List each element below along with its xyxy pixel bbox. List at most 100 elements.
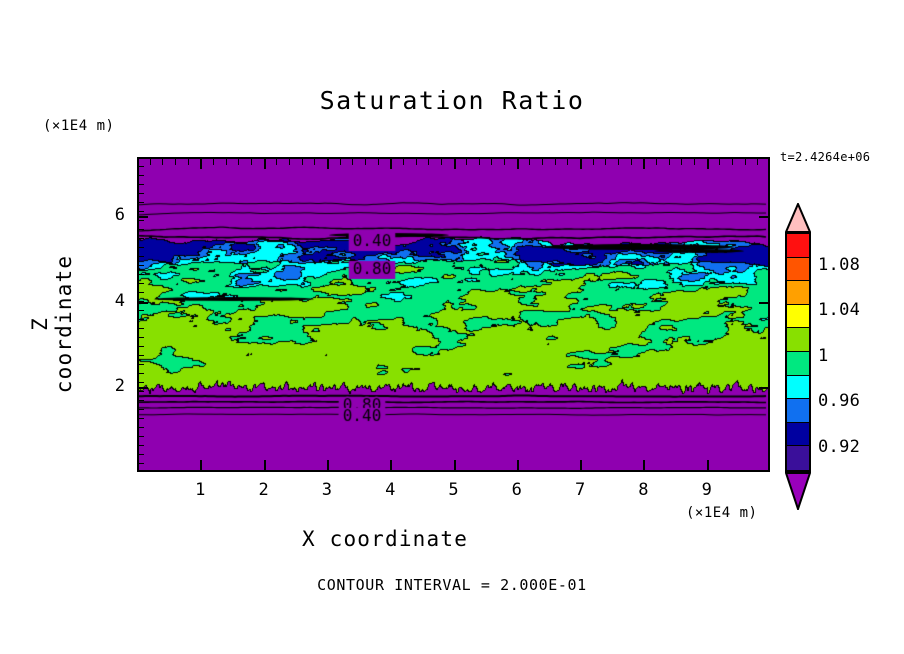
colorbar-tick-label: 0.96 (818, 391, 861, 411)
y-tick-mark (759, 216, 768, 219)
y-minor-tick (139, 247, 144, 248)
y-minor-tick (139, 310, 144, 311)
y-minor-tick (139, 202, 144, 203)
y-minor-tick (139, 445, 144, 446)
y-minor-tick (139, 211, 144, 212)
x-minor-tick (187, 159, 189, 165)
colorbar-band (787, 422, 809, 447)
x-tick-mark (580, 460, 583, 470)
colorbar-band (787, 446, 809, 470)
y-minor-tick (139, 364, 144, 365)
y-minor-tick (139, 256, 144, 257)
y-tick-label: 4 (114, 290, 125, 311)
y-tick-mark (139, 301, 148, 304)
x-minor-tick (478, 159, 480, 165)
x-tick-label: 3 (321, 480, 333, 500)
x-tick-mark (390, 460, 393, 470)
colorbar-band (787, 257, 809, 282)
y-minor-tick (139, 319, 144, 320)
y-minor-tick (139, 391, 144, 392)
x-minor-tick (276, 159, 278, 165)
y-minor-tick (139, 355, 144, 356)
x-tick-label: 8 (638, 480, 649, 500)
x-minor-tick (668, 159, 670, 165)
x-minor-tick (402, 159, 404, 165)
x-minor-tick (263, 159, 265, 165)
colorbar-band (787, 234, 809, 258)
x-tick-label: 2 (258, 480, 269, 500)
x-minor-tick (516, 159, 518, 165)
x-tick-mark (706, 159, 709, 169)
x-tick-mark (706, 460, 709, 470)
y-minor-tick (139, 328, 144, 329)
x-minor-tick (428, 159, 430, 165)
colorbar-band (787, 304, 809, 329)
y-minor-tick (139, 337, 144, 338)
y-minor-tick (139, 418, 144, 419)
y-minor-tick (139, 409, 144, 410)
y-minor-tick (139, 166, 144, 167)
x-minor-tick (238, 159, 240, 165)
x-tick-mark (326, 460, 329, 470)
x-tick-label: 5 (448, 480, 459, 500)
y-minor-tick (139, 238, 144, 239)
x-minor-tick (339, 159, 341, 165)
x-tick-mark (580, 159, 583, 169)
y-minor-tick (139, 175, 144, 176)
x-minor-tick (466, 159, 468, 165)
y-tick-label: 2 (114, 375, 125, 396)
time-annotation: t=2.4264e+06 (780, 150, 871, 164)
y-minor-tick (139, 400, 144, 401)
x-tick-mark (326, 159, 329, 169)
y-minor-tick (139, 427, 144, 428)
x-minor-tick (453, 159, 455, 165)
x-minor-tick (504, 159, 506, 165)
y-minor-tick (139, 436, 144, 437)
x-minor-tick (567, 159, 569, 165)
x-minor-tick (744, 159, 746, 165)
x-minor-tick (288, 159, 290, 165)
x-tick-mark (200, 460, 203, 470)
x-minor-tick (390, 159, 392, 165)
x-minor-tick (491, 159, 493, 165)
x-minor-tick (440, 159, 442, 165)
y-minor-tick (139, 382, 144, 383)
x-tick-label: 7 (574, 480, 586, 500)
x-minor-tick (694, 159, 696, 165)
y-minor-tick (139, 292, 144, 293)
x-minor-tick (757, 159, 759, 165)
x-minor-tick (681, 159, 683, 165)
x-minor-tick (149, 159, 151, 165)
y-tick-mark (139, 386, 148, 389)
colorbar (785, 232, 811, 472)
x-minor-tick (200, 159, 202, 165)
y-tick-mark (759, 301, 768, 304)
y-tick-mark (139, 216, 148, 219)
y-minor-tick (139, 274, 144, 275)
x-minor-tick (314, 159, 316, 165)
x-minor-tick (592, 159, 594, 165)
x-minor-tick (352, 159, 354, 165)
colorbar-band (787, 375, 809, 400)
x-tick-label: 6 (511, 480, 522, 500)
y-tick-label: 6 (114, 205, 125, 226)
x-minor-tick (415, 159, 417, 165)
x-minor-tick (643, 159, 645, 165)
y-tick-mark (759, 386, 768, 389)
x-tick-mark (516, 460, 519, 470)
y-axis-unit-label: (×1E4 m) (43, 118, 115, 134)
x-minor-tick (162, 159, 164, 165)
y-minor-tick (139, 283, 144, 284)
x-minor-tick (554, 159, 556, 165)
x-minor-tick (542, 159, 544, 165)
y-axis-title: Z coordinate (28, 254, 76, 394)
x-minor-tick (364, 159, 366, 165)
y-minor-tick (139, 463, 144, 464)
colorbar-tick-label: 1.04 (818, 300, 861, 320)
y-minor-tick (139, 220, 144, 221)
contour-field-canvas (139, 159, 768, 470)
x-minor-tick (630, 159, 632, 165)
x-minor-tick (719, 159, 721, 165)
x-tick-label: 4 (385, 480, 396, 500)
contour-plot-area (137, 157, 770, 472)
